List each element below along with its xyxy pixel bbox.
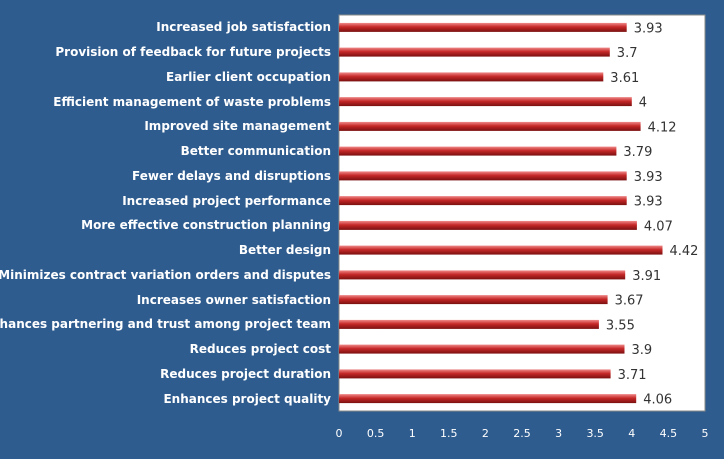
value-label: 4.42 <box>670 244 699 259</box>
category-label: Enhances partnering and trust among proj… <box>0 317 331 332</box>
category-label: Provision of feedback for future project… <box>55 45 331 60</box>
x-tick-label: 5 <box>701 427 709 440</box>
value-label: 4.12 <box>648 120 677 135</box>
bar <box>339 171 627 181</box>
value-label: 3.93 <box>634 21 663 36</box>
category-label: Increased project performance <box>122 193 331 208</box>
x-tick-label: 1.5 <box>440 427 458 440</box>
category-label: Increases owner satisfaction <box>136 292 331 307</box>
bar <box>339 270 626 280</box>
x-tick-label: 3.5 <box>586 427 604 440</box>
category-label: Improved site management <box>144 119 331 134</box>
x-tick-label: 4.5 <box>659 427 678 440</box>
category-label: More effective construction planning <box>81 218 331 233</box>
bar <box>339 146 617 156</box>
bar <box>339 295 608 305</box>
category-label: Minimizes contract variation orders and … <box>0 267 331 282</box>
value-label: 4 <box>639 96 647 111</box>
bar <box>339 220 637 230</box>
value-label: 3.93 <box>634 195 663 210</box>
x-tick-label: 4 <box>628 427 636 440</box>
value-label: 3.61 <box>610 71 639 86</box>
bar <box>339 319 599 329</box>
value-label: 3.71 <box>618 368 647 383</box>
bar <box>339 47 610 57</box>
bar <box>339 72 604 82</box>
bar <box>339 394 637 404</box>
category-label: Better communication <box>180 144 331 159</box>
value-label: 3.67 <box>615 294 644 309</box>
x-tick-label: 1 <box>408 427 416 440</box>
bar <box>339 369 611 379</box>
value-label: 3.9 <box>632 343 653 358</box>
category-label: Increased job satisfaction <box>156 20 331 35</box>
x-tick-label: 0 <box>335 427 343 440</box>
category-label: Better design <box>238 243 331 258</box>
value-label: 4.07 <box>644 219 673 234</box>
value-label: 3.91 <box>632 269 661 284</box>
bar <box>339 97 632 107</box>
bar <box>339 22 627 32</box>
category-label: Reduces project duration <box>160 366 331 381</box>
bar <box>339 245 663 255</box>
bar <box>339 196 627 206</box>
x-tick-label: 2 <box>481 427 489 440</box>
value-label: 3.79 <box>623 145 652 160</box>
x-tick-label: 2.5 <box>513 427 531 440</box>
category-label: Enhances project quality <box>163 391 331 406</box>
category-label: Earlier client occupation <box>166 69 331 84</box>
value-label: 3.55 <box>606 318 635 333</box>
x-tick-label: 0.5 <box>366 427 385 440</box>
value-label: 4.06 <box>643 393 672 408</box>
category-label: Fewer delays and disruptions <box>132 168 331 183</box>
value-label: 3.7 <box>617 46 638 61</box>
bar <box>339 121 641 131</box>
bar <box>339 344 625 354</box>
category-label: Efficient management of waste problems <box>53 94 331 109</box>
x-tick-label: 3 <box>555 427 563 440</box>
value-label: 3.93 <box>634 170 663 185</box>
category-label: Reduces project cost <box>189 342 331 357</box>
